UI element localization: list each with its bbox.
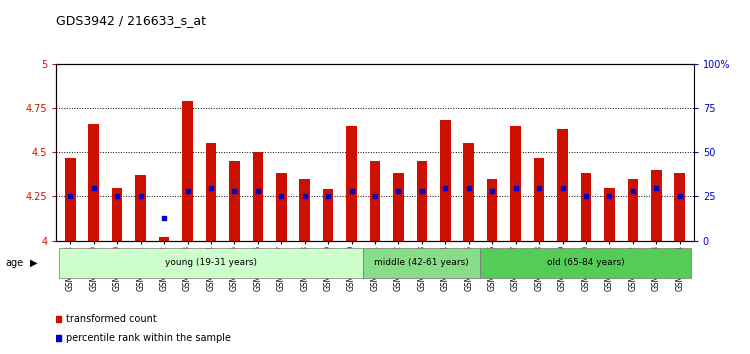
Text: ▶: ▶ [30, 258, 38, 268]
Bar [322, 189, 334, 241]
Bar [229, 161, 240, 241]
Bar [481, 248, 692, 278]
Bar [135, 175, 146, 241]
Bar [58, 248, 363, 278]
Bar [370, 161, 380, 241]
Bar [557, 129, 568, 241]
Bar [580, 173, 591, 241]
Text: age: age [5, 258, 23, 268]
Bar [159, 237, 170, 241]
Bar [510, 126, 521, 241]
Bar [299, 179, 310, 241]
Bar [112, 188, 122, 241]
Bar [440, 120, 451, 241]
Bar [487, 179, 497, 241]
Bar [674, 173, 685, 241]
Bar [651, 170, 662, 241]
Bar [416, 161, 428, 241]
Text: transformed count: transformed count [67, 314, 158, 324]
Bar [604, 188, 615, 241]
Bar [182, 101, 193, 241]
Bar [464, 143, 474, 241]
Bar [206, 143, 216, 241]
Bar [628, 179, 638, 241]
Bar [534, 158, 544, 241]
Bar [253, 152, 263, 241]
Text: GDS3942 / 216633_s_at: GDS3942 / 216633_s_at [56, 14, 206, 27]
Bar [65, 158, 76, 241]
Bar [393, 173, 404, 241]
Bar [346, 126, 357, 241]
Bar [88, 124, 99, 241]
Text: percentile rank within the sample: percentile rank within the sample [67, 333, 232, 343]
Text: young (19-31 years): young (19-31 years) [165, 258, 257, 267]
Bar [276, 173, 286, 241]
Text: middle (42-61 years): middle (42-61 years) [374, 258, 470, 267]
Text: old (65-84 years): old (65-84 years) [547, 258, 625, 267]
Bar [363, 248, 481, 278]
